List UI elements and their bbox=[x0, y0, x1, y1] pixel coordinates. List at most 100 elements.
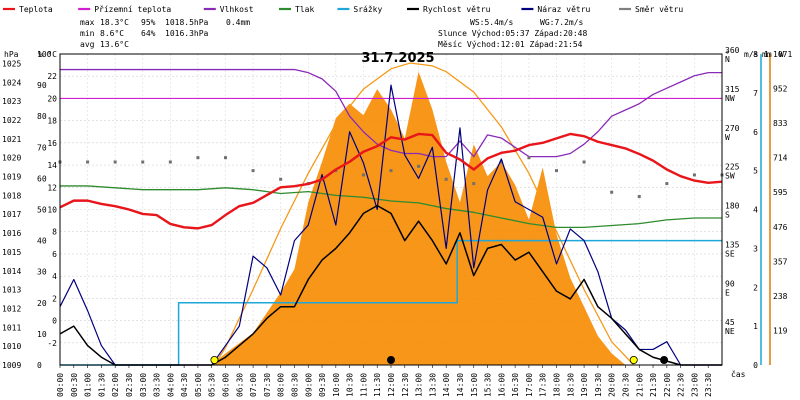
time-tick-label: 08:30 bbox=[290, 373, 299, 397]
humidity-tick-label: 80 bbox=[37, 112, 47, 121]
direction-tick-label: N bbox=[725, 55, 730, 64]
wind-speed-tick-label: 0 bbox=[753, 361, 758, 370]
humidity-line bbox=[60, 68, 722, 158]
legend-label: Přízemní teplota bbox=[94, 5, 171, 14]
wind-speed-tick-label: 2 bbox=[753, 283, 758, 292]
humidity-tick-label: 10 bbox=[37, 330, 47, 339]
wind-direction-dot bbox=[417, 164, 421, 168]
temperature-tick-label: -2 bbox=[47, 339, 57, 348]
direction-tick-degree: 315 bbox=[725, 85, 740, 94]
time-tick-label: 17:00 bbox=[525, 373, 534, 397]
wind-direction-dot bbox=[582, 160, 586, 164]
solar-tick-label: 714 bbox=[773, 154, 788, 163]
stats-min-label: min bbox=[80, 29, 95, 38]
temperature-tick-label: 22 bbox=[47, 72, 57, 81]
temperature-tick-label: 14 bbox=[47, 161, 57, 170]
humidity-tick-label: 40 bbox=[37, 237, 47, 246]
time-tick-label: 20:30 bbox=[621, 373, 630, 397]
time-tick-label: 23:00 bbox=[690, 373, 699, 397]
stats-moon-times: Měsíc Východ:12:01 Západ:21:54 bbox=[438, 40, 583, 49]
time-tick-label: 09:30 bbox=[318, 373, 327, 397]
stats-wind-gust: WG:7.2m/s bbox=[540, 18, 584, 27]
sunset-marker bbox=[629, 355, 638, 364]
time-tick-label: 11:00 bbox=[359, 373, 368, 397]
time-tick-label: 11:30 bbox=[373, 373, 382, 397]
humidity-tick-label: 70 bbox=[37, 143, 47, 152]
time-tick-label: 04:30 bbox=[180, 373, 189, 397]
time-tick-label: 18:00 bbox=[553, 373, 562, 397]
temperature-tick-label: 18 bbox=[47, 117, 57, 126]
legend-label: Směr větru bbox=[635, 5, 683, 14]
stats-max-label: max bbox=[80, 18, 95, 27]
moonrise-marker bbox=[386, 355, 395, 364]
legend-label: Teplota bbox=[19, 5, 53, 14]
solar-tick-label: 952 bbox=[773, 85, 788, 94]
wind-direction-dot bbox=[610, 190, 614, 194]
direction-tick-label: NW bbox=[725, 94, 735, 103]
pressure-tick-label: 1016 bbox=[2, 229, 21, 238]
time-tick-label: 03:30 bbox=[153, 373, 162, 397]
wind-direction-dot bbox=[86, 160, 90, 164]
time-tick-label: 19:30 bbox=[594, 373, 603, 397]
solar-tick-label: 476 bbox=[773, 223, 788, 232]
pressure-tick-label: 1010 bbox=[2, 342, 21, 351]
stats-max-rain: 0.4mm bbox=[226, 18, 250, 27]
temperature-tick-label: 4 bbox=[52, 272, 57, 281]
wind-direction-dot bbox=[196, 156, 200, 160]
humidity-tick-label: 60 bbox=[37, 174, 47, 183]
direction-tick-label: SE bbox=[725, 249, 735, 258]
pressure-tick-label: 1015 bbox=[2, 248, 21, 257]
time-tick-label: 16:30 bbox=[511, 373, 520, 397]
time-tick-label: 22:30 bbox=[677, 373, 686, 397]
time-tick-label: 06:00 bbox=[222, 373, 231, 397]
time-tick-label: 00:30 bbox=[70, 373, 79, 397]
solar-tick-label: 238 bbox=[773, 292, 788, 301]
rain-tick-label: 1 bbox=[764, 50, 769, 59]
wind-direction-dot bbox=[444, 177, 448, 181]
time-tick-label: 13:30 bbox=[428, 373, 437, 397]
direction-tick-label: NE bbox=[725, 327, 735, 336]
pressure-tick-label: 1017 bbox=[2, 210, 21, 219]
time-tick-label: 21:30 bbox=[649, 373, 658, 397]
time-tick-label: 07:00 bbox=[249, 373, 258, 397]
wind-direction-dot bbox=[279, 177, 283, 181]
time-tick-label: 01:00 bbox=[84, 373, 93, 397]
stats-min-temperature: 8.6°C bbox=[100, 29, 124, 38]
solar-tick-label: 119 bbox=[773, 326, 788, 335]
direction-tick-degree: 45 bbox=[725, 318, 735, 327]
humidity-tick-label: 20 bbox=[37, 299, 47, 308]
time-tick-label: 20:00 bbox=[608, 373, 617, 397]
solar-unit: W bbox=[779, 50, 784, 59]
stats-wind-speed: WS:5.4m/s bbox=[470, 18, 514, 27]
humidity-unit: % bbox=[38, 50, 43, 59]
direction-tick-label: SW bbox=[725, 172, 735, 181]
wind-speed-tick-label: 6 bbox=[753, 128, 758, 137]
direction-tick-degree: 270 bbox=[725, 124, 740, 133]
legend-label: Náraz větru bbox=[537, 5, 590, 14]
time-tick-label: 18:30 bbox=[566, 373, 575, 397]
pressure-tick-label: 1018 bbox=[2, 191, 21, 200]
pressure-tick-label: 1019 bbox=[2, 173, 21, 182]
header-layer: Teplota Přízemní teplota Vlhkost Tlak Srážky… bbox=[3, 5, 683, 49]
wind-direction-dot bbox=[113, 160, 117, 164]
direction-unit: ° bbox=[725, 50, 730, 59]
legend-label: Vlhkost bbox=[220, 5, 254, 14]
time-tick-label: 12:00 bbox=[387, 373, 396, 397]
wind-direction-dot bbox=[527, 156, 531, 160]
time-tick-label: 05:00 bbox=[194, 373, 203, 397]
temperature-tick-label: 20 bbox=[47, 94, 57, 103]
pressure-tick-label: 1024 bbox=[2, 78, 21, 87]
solar-tick-label: 1071 bbox=[773, 50, 792, 59]
time-axis-label: čas bbox=[731, 369, 746, 379]
time-tick-label: 02:00 bbox=[111, 373, 120, 397]
wind-direction-dot bbox=[555, 169, 558, 173]
solar-tick-label: 595 bbox=[773, 188, 788, 197]
temperature-line bbox=[59, 132, 723, 230]
pressure-tick-label: 1021 bbox=[2, 135, 21, 144]
time-tick-label: 15:30 bbox=[484, 373, 493, 397]
time-tick-label: 03:00 bbox=[139, 373, 148, 397]
pressure-tick-label: 1014 bbox=[2, 267, 21, 276]
wind-direction-dot bbox=[665, 182, 669, 186]
time-tick-label: 10:00 bbox=[332, 373, 341, 397]
